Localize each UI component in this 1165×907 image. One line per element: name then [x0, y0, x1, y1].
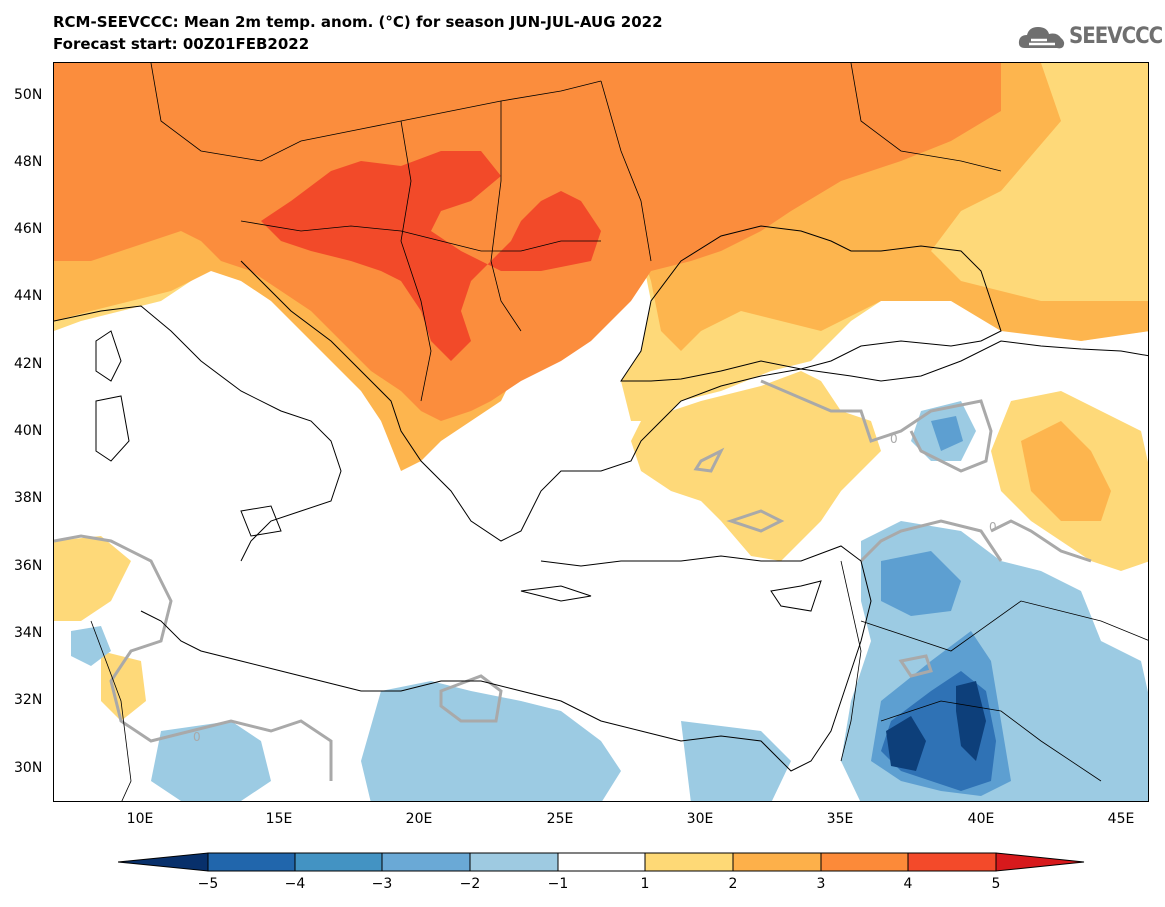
anom-plus-3-caucasus [1021, 421, 1111, 521]
seevccc-logo: SEEVCCC [1017, 20, 1163, 54]
lat-label: 40N [14, 423, 43, 439]
logo-text: SEEVCCC [1069, 24, 1163, 49]
lon-label: 10E [126, 811, 154, 827]
colorbar-label: 2 [728, 876, 738, 892]
lat-label: 44N [14, 288, 43, 304]
lon-label: 45E [1107, 811, 1135, 827]
anom-plus-4-region [261, 151, 601, 361]
coastlines [54, 225, 1148, 772]
colorbar-label: 1 [640, 876, 650, 892]
map-title: RCM-SEEVCCC: Mean 2m temp. anom. (°C) fo… [53, 13, 663, 31]
colorbar-segment [732, 852, 822, 872]
colorbar-segment [207, 852, 296, 872]
colorbar-label: 5 [991, 876, 1001, 892]
country-borders [90, 63, 1148, 801]
lat-label: 32N [14, 692, 43, 708]
colorbar-label: −1 [547, 876, 569, 892]
lat-label: 36N [14, 558, 43, 574]
map-area: 0 0 0 [53, 62, 1149, 802]
lon-label: 25E [546, 811, 574, 827]
lat-label: 30N [14, 760, 43, 776]
forecast-start-label: Forecast start: 00Z01FEB2022 [53, 35, 310, 53]
colorbar [118, 852, 1085, 872]
lat-label: 34N [14, 625, 43, 641]
colorbar-label: 3 [816, 876, 826, 892]
anom-minus-2-anatolia [931, 416, 963, 451]
contour-label: 0 [193, 730, 201, 744]
lon-label: 40E [967, 811, 995, 827]
anom-minus-4-middle-east [886, 681, 986, 771]
lon-label: 15E [265, 811, 293, 827]
colorbar-segment [381, 852, 471, 872]
colorbar-label: −5 [197, 876, 219, 892]
colorbar-segment [294, 852, 383, 872]
lon-label: 35E [826, 811, 854, 827]
anom-plus-1-libya [101, 651, 146, 721]
colorbar-label: −3 [371, 876, 393, 892]
colorbar-segment [557, 852, 646, 872]
anom-plus-2-turkey [631, 371, 881, 561]
colorbar-arrow-left [118, 852, 209, 872]
lat-label: 46N [14, 221, 43, 237]
negative-anomaly-fields [71, 401, 1148, 801]
anom-minus-1-africa [71, 626, 791, 801]
colorbar-arrow-right [995, 852, 1085, 872]
anomaly-map: 0 0 0 [54, 63, 1148, 801]
lon-label: 20E [405, 811, 433, 827]
colorbar-segment [907, 852, 997, 872]
anom-plus-1-africa-west [54, 536, 131, 621]
colorbar-segment [820, 852, 909, 872]
contour-label: 0 [989, 520, 997, 534]
lat-label: 48N [14, 154, 43, 170]
colorbar-segment [469, 852, 559, 872]
positive-anomaly-fields [54, 63, 1148, 721]
zero-contours [54, 379, 1092, 781]
colorbar-segment [644, 852, 734, 872]
lat-label: 42N [14, 356, 43, 372]
lat-label: 50N [14, 87, 43, 103]
cloud-icon [1018, 27, 1065, 49]
colorbar-label: −2 [459, 876, 481, 892]
colorbar-label: 4 [903, 876, 913, 892]
colorbar-label: −4 [284, 876, 306, 892]
lat-label: 38N [14, 490, 43, 506]
lon-label: 30E [686, 811, 714, 827]
contour-label: 0 [890, 432, 898, 446]
